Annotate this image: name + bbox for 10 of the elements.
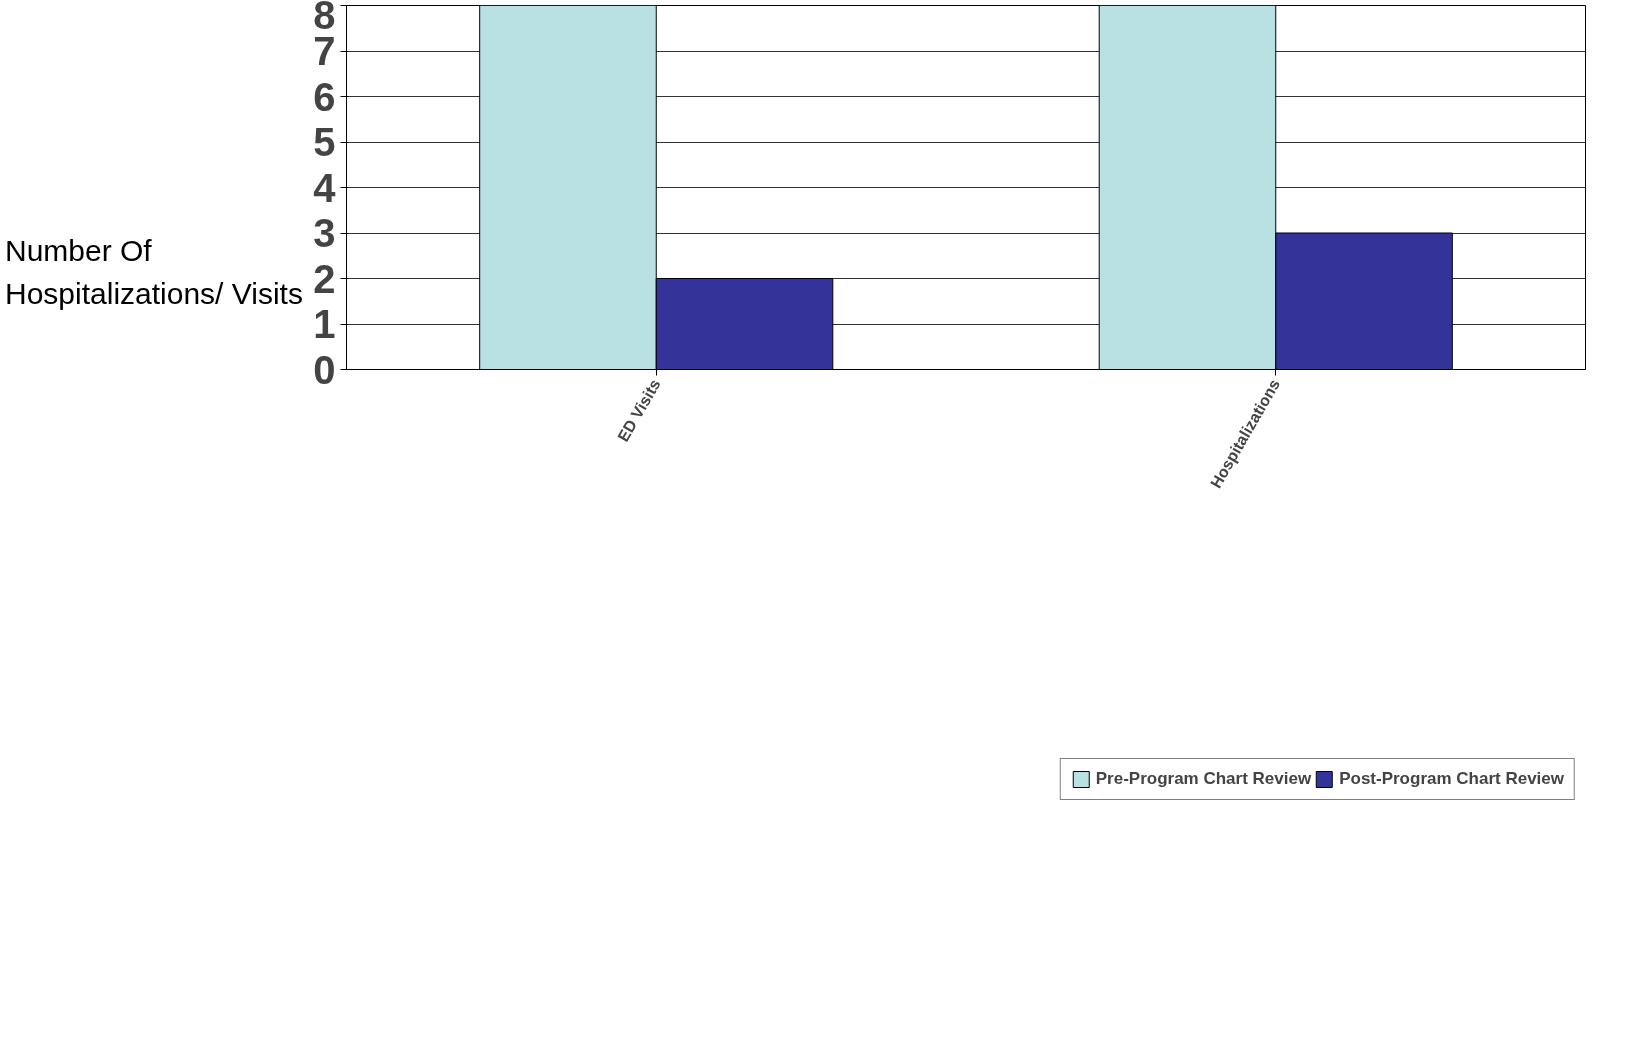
y-axis-title: Number Of Hospitalizations/ Visits [5, 233, 304, 312]
y-tick-label: 2 [313, 256, 336, 301]
y-tick-label: 4 [313, 165, 337, 210]
legend-label: Post-Program Chart Review [1339, 769, 1564, 789]
y-tick-label: 6 [313, 74, 336, 119]
y-tick-label: 1 [313, 302, 336, 346]
legend-label: Pre-Program Chart Review [1095, 769, 1312, 789]
y-tick-label: 5 [313, 120, 336, 164]
y-tick-label: 0 [313, 347, 336, 392]
y-tick-label: 3 [313, 211, 336, 255]
